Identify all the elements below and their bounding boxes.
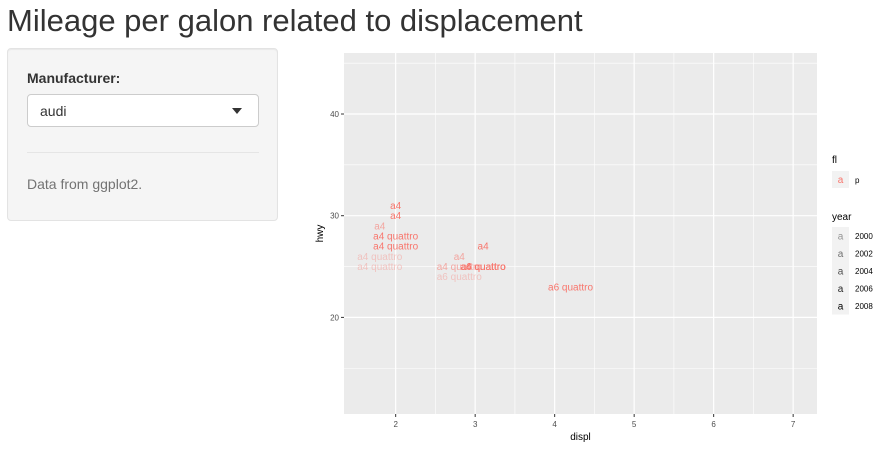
legend-label-year: 2008 <box>855 302 873 311</box>
legend-key-glyph: a <box>838 175 844 186</box>
y-tick-label: 20 <box>330 313 339 322</box>
page-title: Mileage per galon related to displacemen… <box>7 3 583 38</box>
legend-key-year <box>832 262 849 280</box>
manufacturer-select[interactable]: audi <box>27 94 259 127</box>
y-tick-label: 40 <box>330 110 339 119</box>
data-point-label: a4 <box>478 242 490 253</box>
x-tick-label: 6 <box>711 420 716 429</box>
x-axis-title: displ <box>570 432 591 443</box>
chevron-down-icon[interactable] <box>232 108 242 114</box>
data-point-label: a4 quattro <box>437 262 482 273</box>
legend-title-fl: fl <box>832 155 837 166</box>
y-tick-label: 30 <box>330 212 339 221</box>
data-point-label: a4 quattro <box>373 232 418 243</box>
data-point-label: a6 quattro <box>548 282 593 293</box>
manufacturer-label: Manufacturer: <box>27 70 121 86</box>
data-point-label: a4 quattro <box>373 242 418 253</box>
legend-key-year <box>832 227 849 245</box>
data-point-label: a4 quattro <box>357 252 402 263</box>
sidebar-panel: Manufacturer: audi Data from ggplot2. <box>7 48 278 221</box>
legend-key-glyph: a <box>838 249 844 260</box>
data-point-label: a6 quattro <box>437 272 482 283</box>
data-point-label: a4 <box>374 221 386 232</box>
data-point-label: a4 <box>374 221 386 232</box>
data-point-label: a4 <box>390 201 402 212</box>
data-point-label: a4 quattro <box>461 262 506 273</box>
legend-label-fl: p <box>855 176 860 185</box>
scatter-plot: 2 3 4 5 6 7 20 30 40 a4 a4 a4 a4 a4 a4 a4 a4 quattro a4 q… <box>300 40 885 450</box>
legend-key-year <box>832 279 849 297</box>
x-tick-label: 4 <box>552 420 557 429</box>
data-point-label: a4 quattro <box>461 262 506 273</box>
data-point-label: a4 quattro <box>437 262 482 273</box>
y-axis-title: hwy <box>315 225 326 243</box>
legend-label-year: 2002 <box>855 250 873 259</box>
x-tick-label: 5 <box>632 420 637 429</box>
legend-key-year <box>832 244 849 262</box>
legend-label-year: 2000 <box>855 232 873 241</box>
x-tick-label: 2 <box>393 420 398 429</box>
plot-panel <box>344 53 817 414</box>
legend-label-year: 2006 <box>855 285 873 294</box>
legend-key-glyph: a <box>838 232 844 243</box>
sidebar-divider <box>27 152 259 153</box>
manufacturer-select-value: audi <box>40 103 67 119</box>
legend-key-glyph: a <box>838 284 844 295</box>
legend-key-glyph: a <box>838 267 844 278</box>
data-source-note: Data from ggplot2. <box>27 176 143 192</box>
x-tick-label: 3 <box>473 420 478 429</box>
data-point-label: a4 <box>454 252 466 263</box>
data-point-label: a6 quattro <box>461 262 506 273</box>
data-point-label: a4 <box>390 211 402 222</box>
data-point-label: a4 quattro <box>357 262 402 273</box>
legend-key-fl <box>832 171 849 188</box>
legend-title-year: year <box>832 212 852 223</box>
legend-key-glyph: a <box>838 302 844 313</box>
x-tick-label: 7 <box>791 420 796 429</box>
data-point-label: a4 <box>454 252 466 263</box>
legend-key-year <box>832 297 849 315</box>
legend-label-year: 2004 <box>855 267 873 276</box>
